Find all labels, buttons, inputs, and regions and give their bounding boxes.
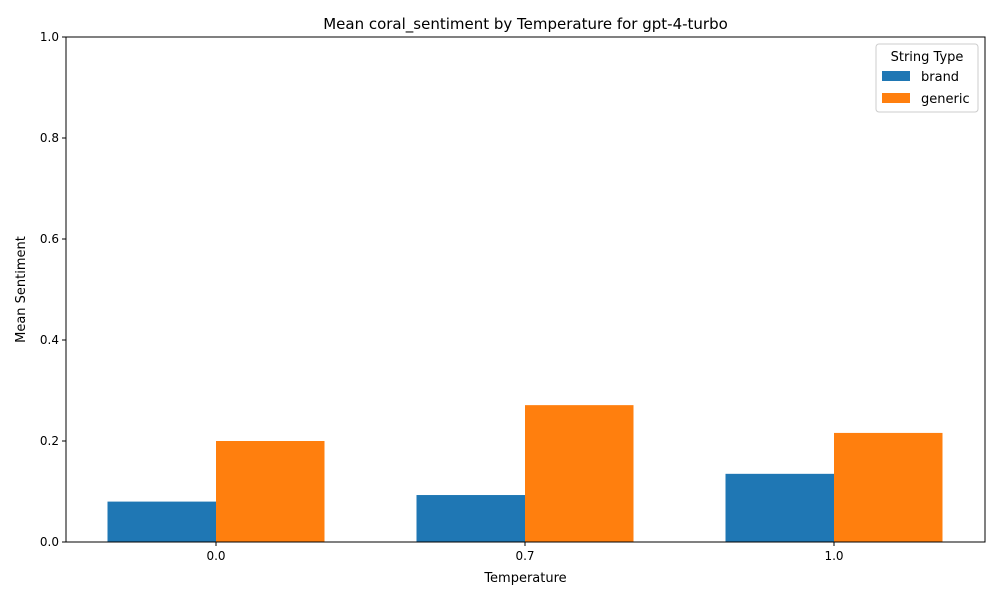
legend-swatch-brand [882, 71, 910, 81]
y-tick-label: 0.6 [40, 232, 59, 246]
x-tick-label: 0.7 [515, 549, 534, 563]
x-axis-label: Temperature [483, 571, 566, 586]
legend-items: brand generic [882, 70, 970, 107]
legend-label-brand: brand [921, 70, 959, 85]
x-tick-label: 1.0 [824, 549, 843, 563]
chart-title: Mean coral_sentiment by Temperature for … [323, 15, 728, 34]
legend-label-generic: generic [921, 92, 970, 107]
y-tick-label: 0.4 [40, 333, 59, 347]
x-axis-ticks: 0.0 0.7 1.0 [206, 542, 844, 563]
bar-generic-0.7 [525, 405, 634, 542]
bar-generic-1.0 [834, 432, 943, 542]
bars-layer [107, 405, 943, 542]
legend: String Type brand generic [875, 43, 979, 113]
bar-generic-0.0 [216, 441, 325, 542]
y-axis-ticks: 0.0 0.2 0.4 0.6 0.8 1.0 [40, 30, 66, 549]
legend-title: String Type [891, 50, 964, 65]
y-tick-label: 0.8 [40, 131, 59, 145]
bar-brand-0.7 [416, 495, 525, 542]
x-tick-label: 0.0 [206, 549, 225, 563]
bar-brand-1.0 [725, 473, 834, 542]
y-axis-label: Mean Sentiment [14, 236, 29, 343]
y-tick-label: 0.0 [40, 535, 59, 549]
bar-brand-0.0 [107, 501, 216, 542]
legend-swatch-generic [882, 93, 910, 103]
y-tick-label: 0.2 [40, 434, 59, 448]
y-tick-label: 1.0 [40, 30, 59, 44]
